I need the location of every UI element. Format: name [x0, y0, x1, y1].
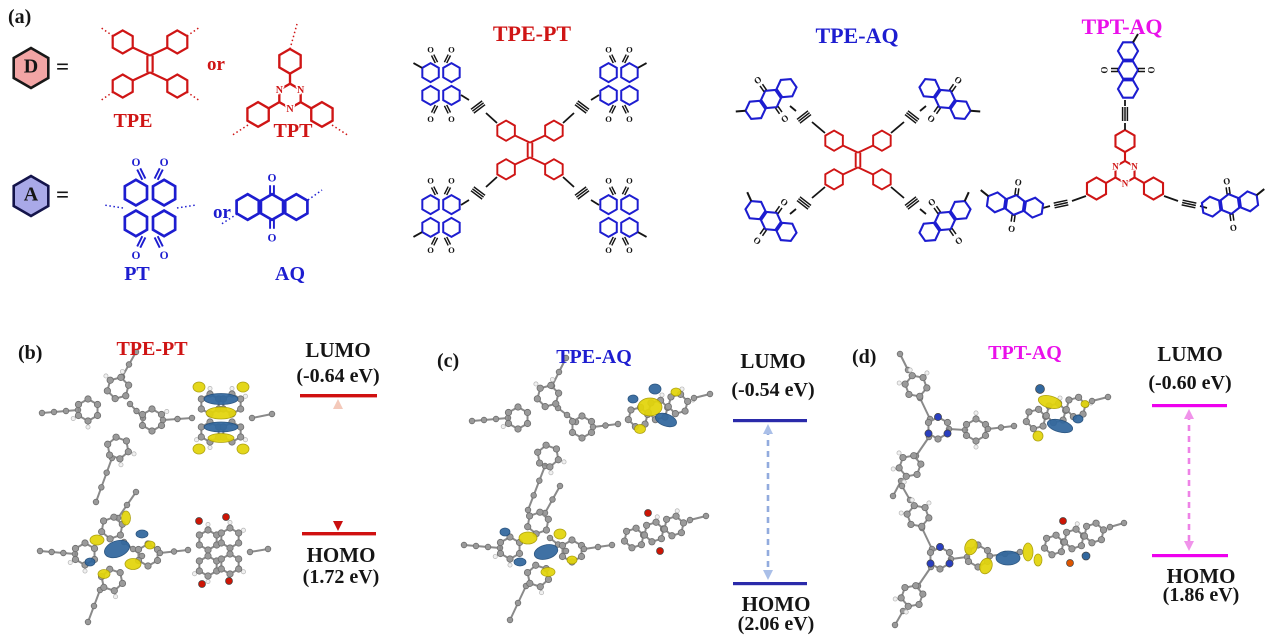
- lumo-level-d: [1152, 404, 1227, 408]
- homo-level-b: [302, 532, 376, 536]
- donor-hexagon: [12, 46, 50, 90]
- donor-equals: =: [56, 54, 70, 79]
- homo-label-b: HOMO: [306, 543, 376, 567]
- lumo-value-b: (-0.64 eV): [296, 365, 380, 387]
- energy-gap-arrow-b: [333, 399, 343, 531]
- homo-label-d: HOMO: [1166, 564, 1236, 588]
- tpe-label: TPE: [113, 110, 153, 132]
- homo-value-b: (1.72 eV): [302, 566, 380, 588]
- lumo-label-d: LUMO: [1157, 342, 1223, 366]
- lumo-level-b: [300, 394, 377, 398]
- panel-d-orbital-models: [889, 350, 1128, 629]
- acceptor-symbol-label: A: [23, 183, 39, 206]
- tpe-aq-title: TPE-AQ: [815, 23, 899, 48]
- tpt-label: TPT: [273, 120, 313, 142]
- panel-a-structures: N N N O O O O O O: [12, 23, 1267, 310]
- panel-a-label: (a): [8, 6, 32, 28]
- lumo-level-c: [733, 419, 807, 423]
- tpt-aq-title: TPT-AQ: [1081, 14, 1163, 39]
- panel-c-label: (c): [437, 350, 460, 372]
- acceptor-equals: =: [56, 182, 70, 207]
- aq-structure: [219, 172, 323, 244]
- lumo-value-d: (-0.60 eV): [1148, 372, 1232, 394]
- tpt-aq-structure: [975, 34, 1267, 238]
- panel-c-title: TPE-AQ: [556, 346, 632, 368]
- pt-structure: [103, 157, 197, 262]
- panel-b-label: (b): [18, 342, 43, 364]
- homo-level-c: [733, 582, 807, 586]
- homo-label-c: HOMO: [741, 592, 811, 616]
- tpe-aq-structure: [725, 60, 991, 260]
- panel-b-orbital-models: [36, 348, 276, 626]
- energy-diagram-b: [300, 394, 377, 536]
- pt-label: PT: [124, 263, 150, 285]
- panel-c-orbital-models: [460, 354, 714, 624]
- homo-level-d: [1152, 554, 1228, 558]
- tpe-pt-structure: [413, 45, 646, 256]
- tpt-structure: [230, 23, 350, 137]
- panel-d-title: TPT-AQ: [988, 342, 1062, 364]
- energy-gap-arrow-c: [763, 424, 773, 580]
- panel-d-label: (d): [852, 346, 877, 368]
- donor-symbol-label: D: [23, 55, 39, 78]
- acceptor-or-label: or: [213, 202, 231, 223]
- aq-label: AQ: [275, 263, 305, 285]
- lumo-label-c: LUMO: [740, 349, 806, 373]
- energy-diagram-d: [1152, 404, 1228, 558]
- tpe-structure: [99, 26, 201, 102]
- homo-value-d: (1.86 eV): [1162, 584, 1240, 606]
- lumo-value-c: (-0.54 eV): [731, 379, 815, 401]
- lumo-label-b: LUMO: [305, 338, 371, 362]
- panel-b-title: TPE-PT: [116, 338, 188, 360]
- donor-or-label: or: [207, 54, 225, 75]
- acceptor-hexagon: [12, 174, 50, 218]
- tpe-pt-title: TPE-PT: [492, 21, 572, 46]
- energy-gap-arrow-d: [1184, 409, 1194, 551]
- homo-value-c: (2.06 eV): [737, 613, 815, 635]
- energy-diagram-c: [733, 419, 807, 586]
